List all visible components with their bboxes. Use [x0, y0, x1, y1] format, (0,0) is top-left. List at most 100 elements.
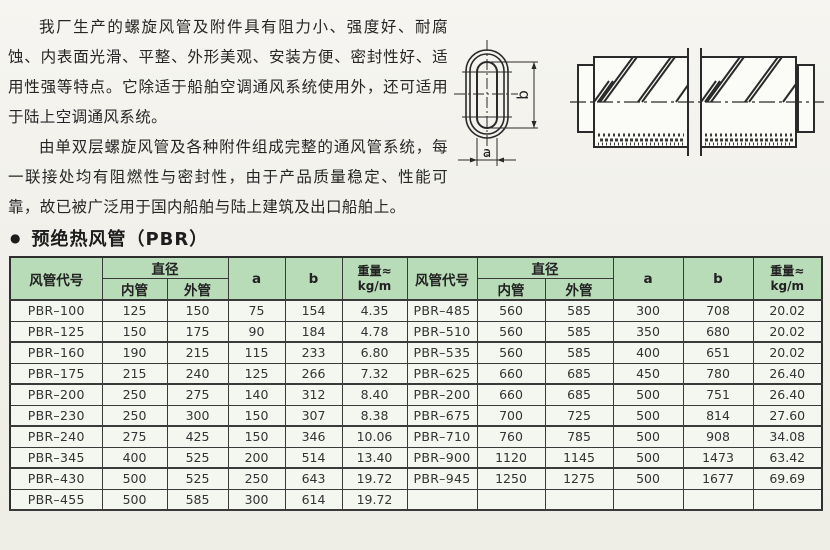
cell-right-code: PBR–900 [406, 446, 478, 469]
cell-right-inner: 560 [476, 341, 546, 364]
cell-left-code: PBR–345 [9, 446, 103, 469]
diagrams-area: b a [450, 0, 830, 222]
cell-left-a: 75 [227, 299, 286, 322]
cell-left-a: 140 [227, 383, 286, 406]
cell-right-weight [752, 488, 823, 511]
cell-left-b: 154 [284, 299, 343, 322]
cell-right-weight: 26.40 [752, 362, 823, 385]
cell-right-b [682, 488, 754, 511]
cell-left-code: PBR–125 [9, 320, 103, 343]
cell-right-inner: 1120 [476, 446, 546, 469]
top-section: 我厂生产的螺旋风管及附件具有阻力小、强度好、耐腐蚀、内表面光滑、平整、外形美观、… [0, 0, 830, 222]
cell-right-a: 500 [612, 467, 684, 490]
cell-right-code: PBR–535 [406, 341, 478, 364]
cell-right-code: PBR–945 [406, 467, 478, 490]
cell-right-b: 908 [682, 425, 754, 448]
section-title-text: 预绝热风管（PBR） [31, 229, 209, 250]
cell-left-inner: 190 [101, 341, 168, 364]
cell-left-outer: 175 [166, 320, 229, 343]
cell-left-outer: 425 [166, 425, 229, 448]
header-weight-right-line1: 重量≈ [770, 263, 805, 278]
table-row: PBR–160 190 215 115 233 6.80 PBR–535 560 585 400 6… [9, 341, 823, 364]
cell-left-weight: 10.06 [341, 425, 408, 448]
table-row: PBR–200 250 275 140 312 8.40 PBR–200 660 685 500 7… [9, 383, 823, 406]
cell-left-b: 312 [284, 383, 343, 406]
intro-paragraph-1: 我厂生产的螺旋风管及附件具有阻力小、强度好、耐腐蚀、内表面光滑、平整、外形美观、… [8, 18, 448, 126]
cell-left-a: 150 [227, 425, 286, 448]
dim-label-b: b [514, 90, 532, 100]
cell-left-a: 300 [227, 488, 286, 511]
intro-text: 我厂生产的螺旋风管及附件具有阻力小、强度好、耐腐蚀、内表面光滑、平整、外形美观、… [0, 0, 450, 222]
cell-left-a: 250 [227, 467, 286, 490]
cell-left-weight: 19.72 [341, 488, 408, 511]
cell-left-code: PBR–100 [9, 299, 103, 322]
cell-right-outer: 585 [544, 299, 614, 322]
cell-left-b: 514 [284, 446, 343, 469]
cell-left-outer: 585 [166, 488, 229, 511]
cell-right-code: PBR–200 [406, 383, 478, 406]
cell-right-a [612, 488, 684, 511]
table-row: PBR–230 250 300 150 307 8.38 PBR–675 700 725 500 8… [9, 404, 823, 427]
cell-right-code: PBR–710 [406, 425, 478, 448]
cell-right-a: 400 [612, 341, 684, 364]
cell-left-b: 307 [284, 404, 343, 427]
cell-right-a: 500 [612, 425, 684, 448]
cell-right-inner: 760 [476, 425, 546, 448]
cell-right-outer: 1275 [544, 467, 614, 490]
cell-right-outer: 585 [544, 341, 614, 364]
header-inner-right: 内管 [476, 278, 546, 301]
bullet-icon: ● [10, 231, 22, 245]
cell-right-code: PBR–485 [406, 299, 478, 322]
cell-left-code: PBR–230 [9, 404, 103, 427]
cell-right-code: PBR–675 [406, 404, 478, 427]
cell-right-outer: 685 [544, 362, 614, 385]
pbr-spec-table: 风管代号 直径 a b 重量≈ kg/m 风管代号 直径 a b 重量≈ kg/… [9, 256, 823, 511]
cell-right-weight: 20.02 [752, 341, 823, 364]
cell-left-b: 266 [284, 362, 343, 385]
header-b-left: b [284, 256, 343, 301]
cell-right-weight: 69.69 [752, 467, 823, 490]
cell-left-outer: 300 [166, 404, 229, 427]
cell-left-weight: 19.72 [341, 467, 408, 490]
header-inner-left: 内管 [101, 278, 168, 301]
table-row: PBR–430 500 525 250 643 19.72 PBR–945 1250 1275 5… [9, 467, 823, 490]
header-code-left: 风管代号 [9, 256, 103, 301]
cell-left-b: 643 [284, 467, 343, 490]
oval-section-diagram: b a [454, 24, 558, 174]
cell-left-inner: 150 [101, 320, 168, 343]
cell-left-a: 125 [227, 362, 286, 385]
header-weight-left-line2: kg/m [357, 278, 392, 293]
cell-right-b: 651 [682, 341, 754, 364]
cell-left-code: PBR–160 [9, 341, 103, 364]
cell-right-outer [544, 488, 614, 511]
table-row: PBR–100 125 150 75 154 4.35 PBR–485 560 585 300 70… [9, 299, 823, 322]
cell-right-a: 500 [612, 404, 684, 427]
cell-left-outer: 525 [166, 446, 229, 469]
cell-right-weight: 34.08 [752, 425, 823, 448]
cell-left-b: 184 [284, 320, 343, 343]
cell-right-a: 500 [612, 383, 684, 406]
cell-left-inner: 275 [101, 425, 168, 448]
cell-right-outer: 585 [544, 320, 614, 343]
cell-right-a: 500 [612, 446, 684, 469]
cell-left-weight: 4.35 [341, 299, 408, 322]
cell-right-b: 780 [682, 362, 754, 385]
cell-left-weight: 8.40 [341, 383, 408, 406]
cell-left-inner: 400 [101, 446, 168, 469]
pbr-table-body: PBR–100 125 150 75 154 4.35 PBR–485 560 585 300 70… [9, 299, 823, 511]
cell-right-code [406, 488, 478, 511]
cell-left-code: PBR–455 [9, 488, 103, 511]
cell-left-weight: 13.40 [341, 446, 408, 469]
spiral-duct-diagram [570, 32, 824, 164]
header-a-left: a [227, 256, 286, 301]
cell-right-a: 300 [612, 299, 684, 322]
cell-left-weight: 8.38 [341, 404, 408, 427]
cell-right-b: 708 [682, 299, 754, 322]
cell-left-inner: 215 [101, 362, 168, 385]
cell-left-a: 200 [227, 446, 286, 469]
cell-left-outer: 240 [166, 362, 229, 385]
cell-right-a: 350 [612, 320, 684, 343]
cell-right-b: 814 [682, 404, 754, 427]
cell-right-weight: 20.02 [752, 299, 823, 322]
cell-left-code: PBR–200 [9, 383, 103, 406]
